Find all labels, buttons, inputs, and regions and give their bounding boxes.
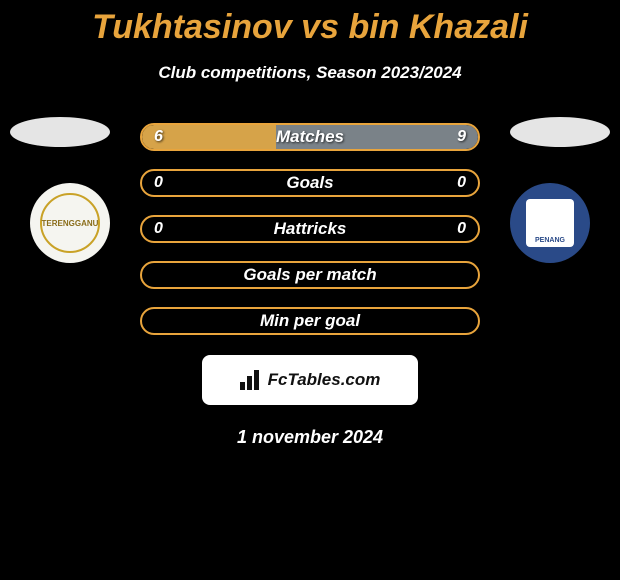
club-badge-left: TERENGGANU <box>30 183 110 263</box>
stat-label: Min per goal <box>260 311 360 331</box>
stat-value-right: 9 <box>457 128 466 146</box>
stat-value-right: 0 <box>457 174 466 192</box>
stat-label: Hattricks <box>274 219 347 239</box>
club-badge-right: PENANG <box>510 183 590 263</box>
stat-value-left: 6 <box>154 128 163 146</box>
watermark-text: FcTables.com <box>268 370 381 390</box>
stat-label: Matches <box>276 127 344 147</box>
club-badge-right-panel: PENANG <box>526 199 574 247</box>
stat-row: Matches 6 9 <box>140 123 480 151</box>
stat-value-left: 0 <box>154 174 163 192</box>
stat-value-right: 0 <box>457 220 466 238</box>
club-badge-left-label: TERENGGANU <box>42 219 99 228</box>
stats-area: TERENGGANU PENANG Matches69Goals00Hattri… <box>0 123 620 335</box>
stat-row: Min per goal <box>140 307 480 335</box>
stat-row: Goals 0 0 <box>140 169 480 197</box>
page-subtitle: Club competitions, Season 2023/2024 <box>0 63 620 83</box>
stat-rows: Matches 6 9 Goals 0 0 Hattricks 0 0 Goals per mat… <box>140 123 480 335</box>
stat-value-left: 0 <box>154 220 163 238</box>
club-badge-right-label: PENANG <box>535 237 565 244</box>
watermark: FcTables.com <box>202 355 418 405</box>
stat-label: Goals <box>286 173 333 193</box>
bars-icon <box>240 370 262 390</box>
player-avatar-left <box>10 117 110 147</box>
date-label: 1 november 2024 <box>0 427 620 448</box>
stat-label: Goals per match <box>243 265 376 285</box>
page-title: Tukhtasinov vs bin Khazali <box>0 0 620 47</box>
stat-row: Goals per match <box>140 261 480 289</box>
player-avatar-right <box>510 117 610 147</box>
stat-row: Hattricks 0 0 <box>140 215 480 243</box>
